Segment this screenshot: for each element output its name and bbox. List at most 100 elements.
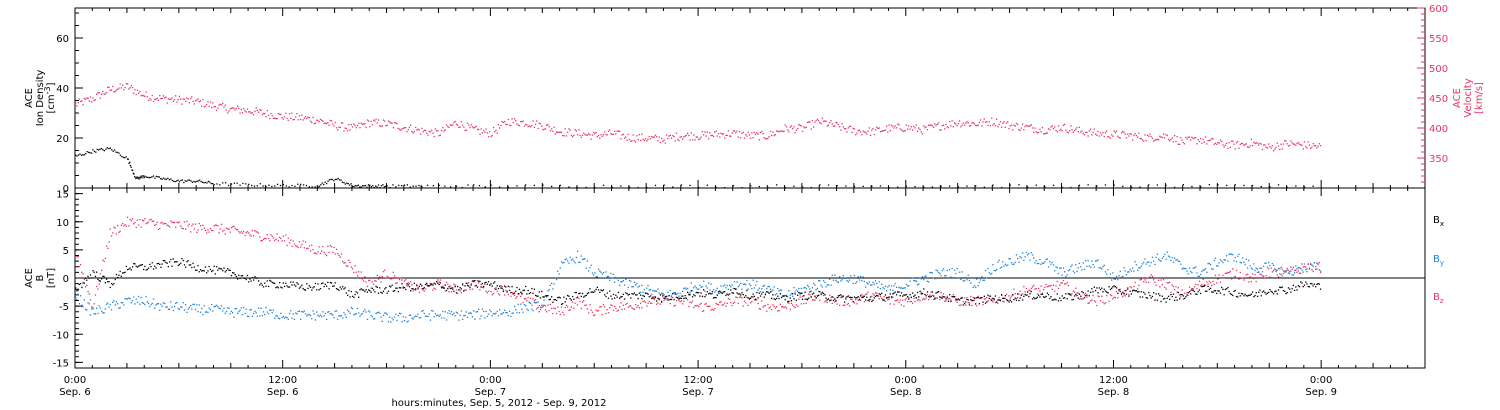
bz-point xyxy=(638,307,640,309)
velocity-point xyxy=(150,99,152,101)
by-point xyxy=(887,286,889,288)
bx-point xyxy=(619,297,621,299)
velocity-point xyxy=(1298,143,1301,145)
bz-point xyxy=(124,224,126,226)
velocity-point xyxy=(860,131,862,133)
bz-point xyxy=(474,285,476,287)
bx-point xyxy=(678,298,680,300)
bottom-left-label-line-3: [nT] xyxy=(46,268,57,288)
by-point xyxy=(1033,257,1035,259)
by-point xyxy=(743,283,746,285)
bz-point xyxy=(496,290,498,293)
by-point xyxy=(1177,260,1179,262)
bz-point xyxy=(589,304,591,306)
by-point xyxy=(529,302,532,304)
by-point xyxy=(172,309,174,312)
bz-point xyxy=(171,221,173,223)
bx-point xyxy=(840,294,842,296)
bx-point xyxy=(302,287,304,290)
velocity-point xyxy=(1087,135,1089,137)
by-point xyxy=(444,311,446,313)
bz-point xyxy=(847,302,849,305)
bx-point xyxy=(115,274,118,276)
bx-point xyxy=(1036,296,1039,298)
velocity-point xyxy=(1141,139,1144,141)
bz-point xyxy=(102,259,104,261)
bz-point xyxy=(1319,271,1322,274)
bz-point xyxy=(523,298,526,300)
by-point xyxy=(1057,272,1060,275)
bz-point xyxy=(1145,281,1147,283)
bx-point xyxy=(977,296,979,299)
bx-point xyxy=(218,267,220,269)
bz-point xyxy=(705,303,707,305)
velocity-point xyxy=(271,115,273,117)
bx-point xyxy=(806,298,809,300)
by-point xyxy=(620,281,622,283)
density-point xyxy=(136,176,138,178)
velocity-point xyxy=(567,131,569,133)
bx-point xyxy=(1103,288,1105,290)
bz-point xyxy=(654,296,657,298)
bx-point xyxy=(363,289,365,291)
velocity-point xyxy=(1092,131,1094,134)
bx-point xyxy=(1119,290,1121,293)
bz-point xyxy=(690,302,692,304)
velocity-point xyxy=(1002,122,1004,124)
bz-point xyxy=(115,233,118,235)
velocity-point xyxy=(113,91,115,93)
by-point xyxy=(698,288,700,290)
by-point xyxy=(1067,269,1069,272)
bx-point xyxy=(110,282,113,285)
bx-point xyxy=(209,268,212,271)
by-point xyxy=(884,285,887,287)
bz-point xyxy=(264,237,266,240)
bz-point xyxy=(280,237,282,240)
density-point xyxy=(171,179,173,182)
bz-point xyxy=(395,282,397,284)
bx-point xyxy=(1305,281,1307,283)
velocity-point xyxy=(806,121,809,124)
bx-point xyxy=(596,286,598,288)
bx-point xyxy=(374,291,376,293)
bz-point xyxy=(207,229,209,231)
by-point xyxy=(553,283,555,285)
bz-point xyxy=(1171,284,1173,286)
velocity-point xyxy=(372,119,375,121)
bz-point xyxy=(532,298,534,300)
velocity-point xyxy=(768,136,770,138)
bz-point xyxy=(427,285,429,287)
bz-point xyxy=(356,275,359,277)
bx-point xyxy=(508,289,511,292)
bx-point xyxy=(847,295,849,297)
velocity-point xyxy=(1045,132,1047,134)
by-point xyxy=(267,313,270,315)
by-point xyxy=(594,272,596,274)
by-point xyxy=(1171,257,1173,259)
velocity-point xyxy=(377,119,380,121)
density-point xyxy=(401,185,403,187)
by-point xyxy=(402,316,404,318)
by-point xyxy=(460,310,462,312)
bz-point xyxy=(933,298,935,301)
bx-point xyxy=(1213,290,1215,292)
bz-point xyxy=(544,309,547,311)
bz-point xyxy=(481,286,483,289)
bx-point xyxy=(93,271,95,273)
velocity-point xyxy=(1138,132,1140,134)
bx-point xyxy=(1078,293,1081,295)
velocity-point xyxy=(1099,132,1102,134)
bz-point xyxy=(223,229,225,231)
by-point xyxy=(211,303,213,306)
bz-point xyxy=(314,252,317,254)
bz-point xyxy=(513,294,516,296)
velocity-point xyxy=(1143,140,1145,142)
bz-point xyxy=(92,307,94,309)
velocity-point xyxy=(831,123,833,125)
bx-point xyxy=(156,263,158,265)
x-tick-time-label: 12:00 xyxy=(1099,375,1128,386)
bz-point xyxy=(485,290,487,293)
velocity-point xyxy=(874,129,877,131)
bx-point xyxy=(729,293,731,295)
bx-point xyxy=(286,285,288,287)
